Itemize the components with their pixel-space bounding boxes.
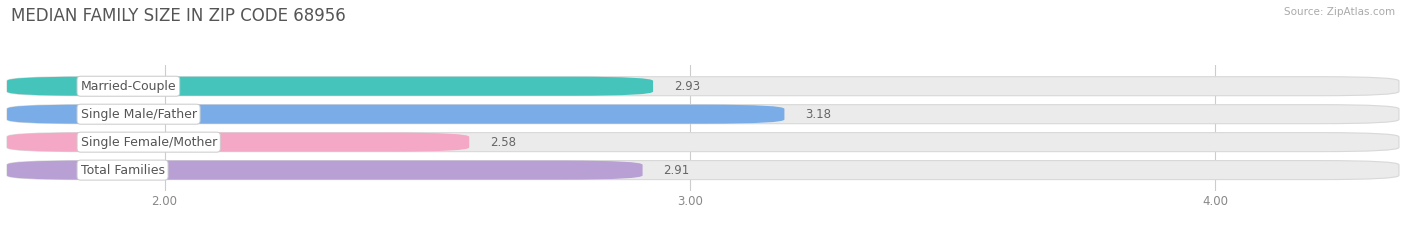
FancyBboxPatch shape <box>7 133 470 152</box>
FancyBboxPatch shape <box>7 77 1399 96</box>
Text: 2.58: 2.58 <box>491 136 516 149</box>
FancyBboxPatch shape <box>7 133 1399 152</box>
FancyBboxPatch shape <box>7 105 1399 124</box>
FancyBboxPatch shape <box>7 105 785 124</box>
Text: Single Female/Mother: Single Female/Mother <box>80 136 217 149</box>
Text: 2.91: 2.91 <box>664 164 690 177</box>
Text: Total Families: Total Families <box>80 164 165 177</box>
Text: Single Male/Father: Single Male/Father <box>80 108 197 121</box>
FancyBboxPatch shape <box>7 77 654 96</box>
Text: Married-Couple: Married-Couple <box>80 80 176 93</box>
Text: 3.18: 3.18 <box>806 108 831 121</box>
FancyBboxPatch shape <box>7 161 1399 180</box>
Text: 2.93: 2.93 <box>673 80 700 93</box>
FancyBboxPatch shape <box>7 161 643 180</box>
Text: Source: ZipAtlas.com: Source: ZipAtlas.com <box>1284 7 1395 17</box>
Text: MEDIAN FAMILY SIZE IN ZIP CODE 68956: MEDIAN FAMILY SIZE IN ZIP CODE 68956 <box>11 7 346 25</box>
